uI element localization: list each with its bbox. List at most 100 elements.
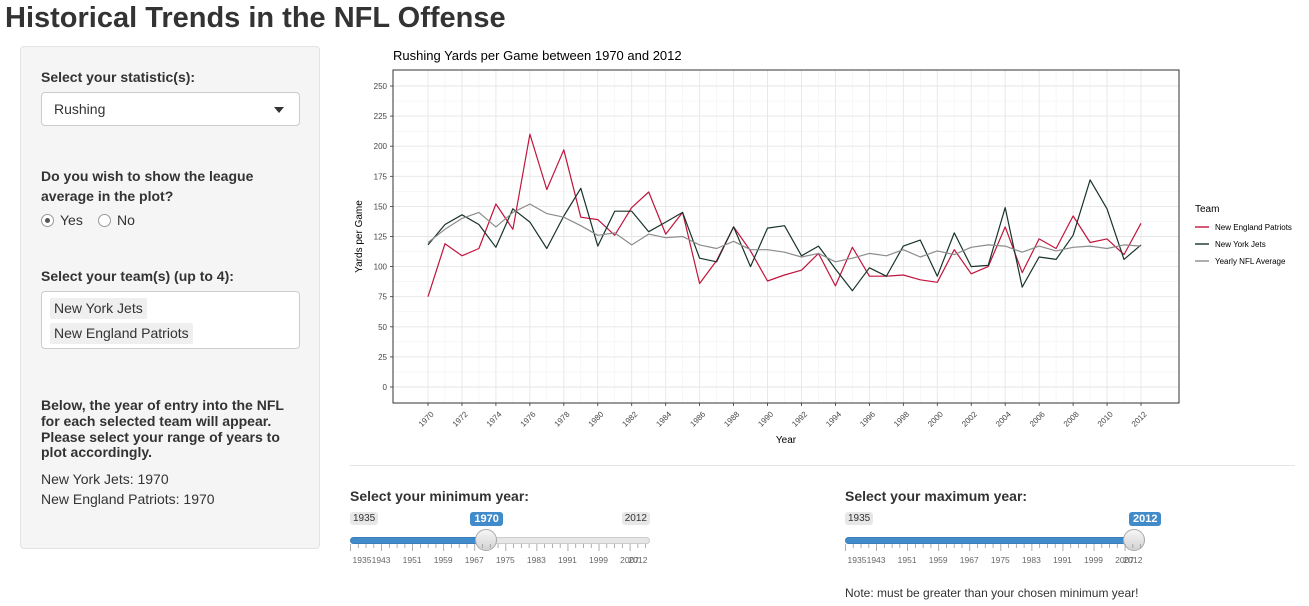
max-year-note: Note: must be greater than your chosen m… xyxy=(845,586,1139,600)
slider-tick-label: 1999 xyxy=(1084,555,1103,565)
y-tick-label: 200 xyxy=(374,142,388,151)
max-year-label: Select your maximum year: xyxy=(845,488,1028,504)
y-tick-label: 175 xyxy=(374,172,388,181)
teams-multiselect[interactable]: New York Jets New England Patriots xyxy=(41,291,300,349)
x-tick-label: 1992 xyxy=(790,409,809,428)
x-tick-label: 2004 xyxy=(994,409,1013,428)
max-year-ticks: 1935 1943 1951 1959 1967 1975 1983 1991 1999 2007… xyxy=(845,544,1143,565)
slider-tick-label: 2012 xyxy=(629,555,648,565)
legend-title: Team xyxy=(1195,204,1219,215)
slider-tick-label: 2012 xyxy=(1124,555,1143,565)
x-tick-label: 2002 xyxy=(960,409,979,428)
slider-tick-label: 1959 xyxy=(929,555,948,565)
x-tick-label: 2000 xyxy=(926,409,945,428)
min-year-slider: Select your minimum year: 1935 2012 1970… xyxy=(350,488,650,578)
radio-no[interactable] xyxy=(98,214,111,227)
max-year-handle[interactable] xyxy=(1123,529,1145,551)
y-tick-label: 125 xyxy=(374,233,388,242)
y-tick-label: 25 xyxy=(378,353,387,362)
x-tick-label: 2008 xyxy=(1062,409,1081,428)
entry-year-jets: New York Jets: 1970 xyxy=(41,471,169,487)
slider-tick-label: 1975 xyxy=(991,555,1010,565)
slider-tick-label: 1999 xyxy=(589,555,608,565)
y-tick-label: 50 xyxy=(378,323,387,332)
y-tick-label: 225 xyxy=(374,112,388,121)
x-tick-label: 1986 xyxy=(688,409,707,428)
slider-tick-label: 1983 xyxy=(1022,555,1041,565)
sidebar-panel: Select your statistic(s): Rushing Do you… xyxy=(20,46,320,549)
slider-tick-label: 2007 xyxy=(620,555,639,565)
legend-label-1: New York Jets xyxy=(1215,240,1266,249)
x-tick-label: 1984 xyxy=(654,409,673,428)
x-tick-label: 2006 xyxy=(1028,409,1047,428)
x-tick-label: 1972 xyxy=(451,409,470,428)
min-year-fill xyxy=(350,537,487,544)
slider-tick-label: 2007 xyxy=(1115,555,1134,565)
slider-tick-label: 1975 xyxy=(496,555,515,565)
entry-text-line1: Below, the year of entry into the NFL xyxy=(41,397,284,413)
max-year-fill xyxy=(845,537,1145,544)
min-year-slider-max: 2012 xyxy=(621,512,650,525)
team-chip-jets[interactable]: New York Jets xyxy=(50,298,147,319)
chevron-down-icon xyxy=(274,107,284,113)
slider-tick-label: 1935 xyxy=(353,555,372,565)
min-year-handle[interactable] xyxy=(475,529,498,551)
x-tick-label: 1998 xyxy=(892,409,911,428)
x-tick-label: 2012 xyxy=(1130,409,1149,428)
radio-yes[interactable] xyxy=(41,214,54,227)
slider-tick-label: 1943 xyxy=(867,555,886,565)
series-line-1 xyxy=(427,179,1142,292)
legend-label-0: New England Patriots xyxy=(1215,223,1292,232)
series-line-2 xyxy=(427,203,1142,263)
legend-label-2: Yearly NFL Average xyxy=(1215,257,1286,266)
entry-text-line4: plot accordingly. xyxy=(41,444,152,460)
slider-tick-label: 1967 xyxy=(960,555,979,565)
slider-tick-label: 1967 xyxy=(465,555,484,565)
league-average-radio-group: Yes No xyxy=(41,211,201,231)
slider-tick-label: 1951 xyxy=(403,555,422,565)
x-tick-label: 1996 xyxy=(858,409,877,428)
statistic-label: Select your statistic(s): xyxy=(41,69,196,85)
x-tick-label: 1970 xyxy=(417,409,436,428)
y-tick-label: 100 xyxy=(374,263,388,272)
slider-tick-label: 1951 xyxy=(898,555,917,565)
x-tick-label: 1990 xyxy=(756,409,775,428)
x-tick-label: 1980 xyxy=(587,409,606,428)
max-year-slider: Select your maximum year: 1935 2012 1935… xyxy=(845,488,1162,578)
radio-yes-label: Yes xyxy=(60,212,83,228)
plot-border xyxy=(392,69,1180,404)
slider-tick-label: 1935 xyxy=(848,555,867,565)
divider xyxy=(350,465,1295,466)
slider-tick-label: 1943 xyxy=(372,555,391,565)
page-title: Historical Trends in the NFL Offense xyxy=(5,2,506,34)
entry-text-line3: Please select your range of years to xyxy=(41,429,280,445)
teams-label: Select your team(s) (up to 4): xyxy=(41,268,234,284)
min-year-ticks: 1935 1943 1951 1959 1967 1975 1983 1991 1999 2007… xyxy=(350,544,648,565)
x-tick-label: 1978 xyxy=(553,409,572,428)
entry-text-line2: for each selected team will appear. xyxy=(41,413,272,429)
radio-no-label: No xyxy=(117,212,135,228)
team-chip-patriots[interactable]: New England Patriots xyxy=(50,323,193,344)
y-tick-label: 0 xyxy=(383,383,388,392)
x-tick-label: 1994 xyxy=(824,409,843,428)
x-tick-label: 1976 xyxy=(519,409,538,428)
y-tick-label: 250 xyxy=(374,82,388,91)
x-tick-label: 1974 xyxy=(485,409,504,428)
x-tick-label: 1982 xyxy=(620,409,639,428)
max-year-slider-min: 1935 xyxy=(845,512,874,525)
min-year-slider-min: 1935 xyxy=(350,512,379,525)
y-tick-label: 75 xyxy=(378,293,387,302)
chart-title: Rushing Yards per Game between 1970 and … xyxy=(393,48,682,63)
rushing-chart: Rushing Yards per Game between 1970 and … xyxy=(350,44,1309,454)
y-tick-label: 150 xyxy=(374,202,388,211)
slider-tick-label: 1959 xyxy=(434,555,453,565)
slider-tick-label: 1991 xyxy=(1053,555,1072,565)
statistic-select-value: Rushing xyxy=(54,101,106,117)
max-year-value-badge: 2012 xyxy=(1129,512,1162,526)
statistic-select[interactable]: Rushing xyxy=(41,92,300,126)
min-year-label: Select your minimum year: xyxy=(350,488,529,504)
min-year-value-badge: 1970 xyxy=(470,512,503,526)
x-axis-label: Year xyxy=(776,435,797,446)
series-line-0 xyxy=(427,133,1142,297)
y-axis-label: Yards per Game xyxy=(354,200,365,273)
